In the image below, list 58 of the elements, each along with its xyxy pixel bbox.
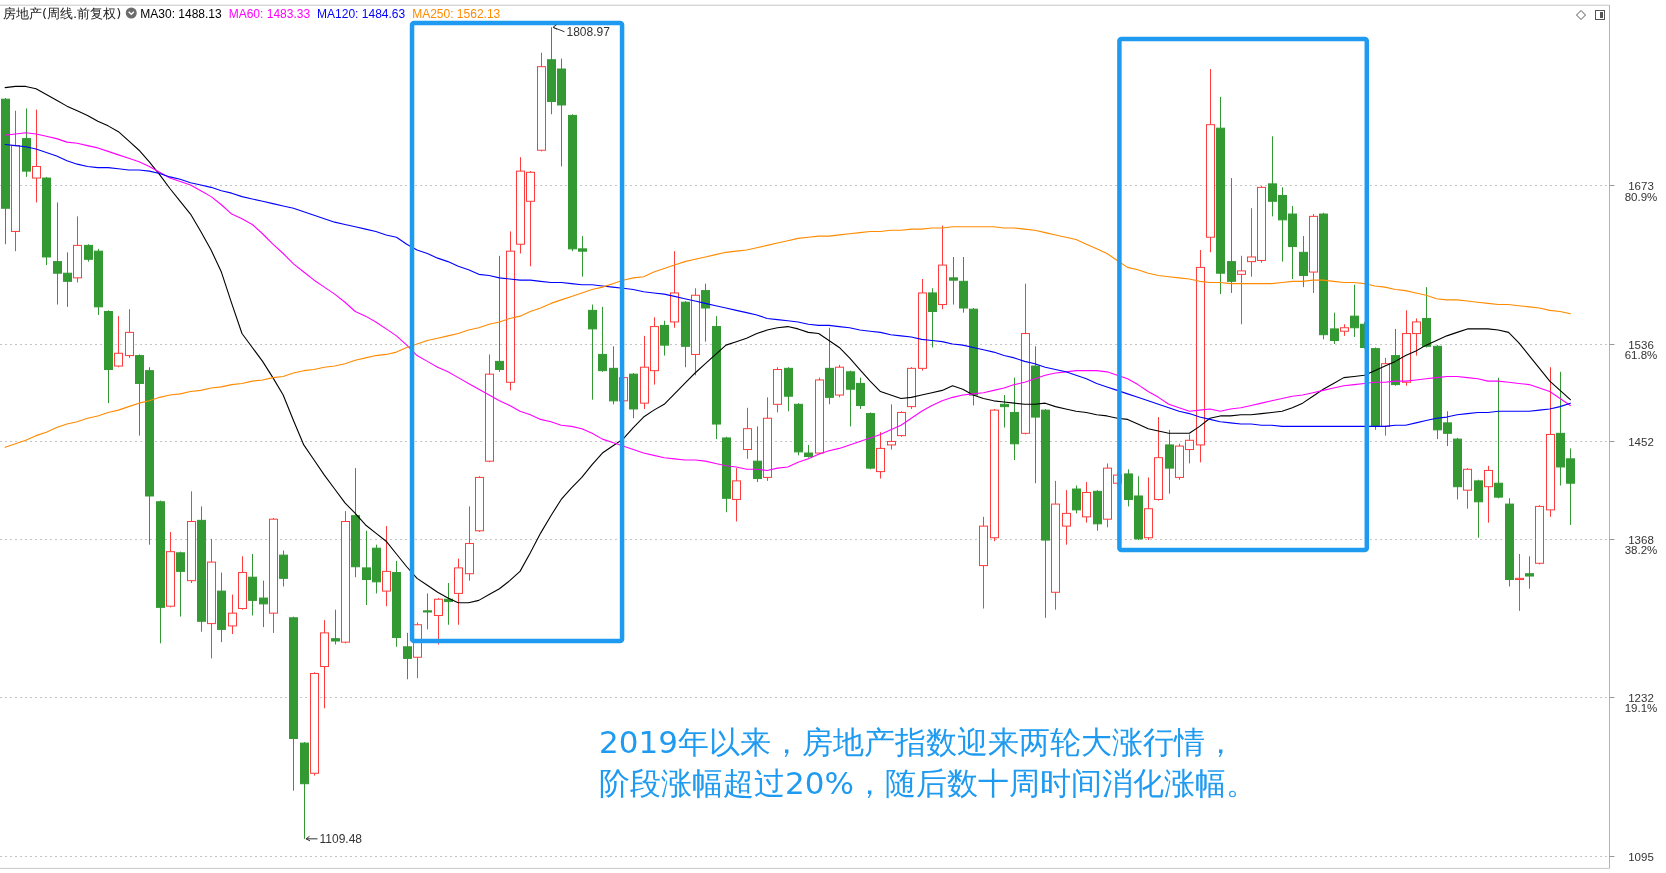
price-label: 1808.97 (552, 24, 610, 40)
annotation: 1109.48 (319, 831, 363, 846)
candlestick (588, 304, 597, 401)
y-tick-label: 1368 (1628, 533, 1654, 546)
candlestick (1072, 485, 1081, 514)
candlestick (1237, 255, 1246, 325)
candlestick (32, 109, 41, 203)
candlestick (660, 320, 669, 357)
candlestick (279, 550, 288, 587)
candlestick (1165, 429, 1174, 495)
candlestick (887, 403, 896, 451)
candlestick (1474, 479, 1483, 539)
candlestick (495, 255, 504, 373)
candlestick (1000, 394, 1009, 429)
candlestick (331, 609, 340, 645)
y2-tick-label: 38.2% (1624, 544, 1658, 557)
candlestick (928, 287, 937, 348)
note: 2019年以来，房地产指数迎来两轮大涨行情， (599, 724, 1236, 760)
candlestick (598, 306, 607, 373)
candlestick (701, 283, 710, 343)
candlestick (176, 551, 185, 618)
candlestick (382, 525, 391, 607)
candlestick (897, 410, 906, 438)
y-tick-label: 1452 (1628, 435, 1654, 448)
candlestick (403, 632, 412, 680)
y2-tick-label: 80.9% (1624, 190, 1658, 203)
candlestick (1299, 235, 1308, 288)
annotation: 1808.97 (566, 25, 611, 40)
y2-tick-label: 61.8% (1624, 348, 1658, 361)
title: 房地产(周线.前复权) (3, 5, 122, 21)
candlestick (1330, 312, 1339, 345)
candlestick (1463, 467, 1472, 510)
candlestick (1515, 553, 1524, 612)
candlestick (125, 308, 134, 359)
price-label: 1109.48 (305, 831, 362, 846)
note: 阶段涨幅超过20%，随后数十周时间消化涨幅。 (599, 765, 1257, 801)
candlestick (949, 256, 958, 306)
candlestick (1227, 177, 1236, 294)
y-tick-label: 1095 (1628, 850, 1654, 863)
legend: MA30: 1488.13 MA60: 1483.33 MA120: 1484.63 MA250: 1562.13 (140, 6, 501, 21)
y-tick-label: 1232 (1628, 691, 1654, 704)
candlestick (732, 467, 741, 522)
candlestick (259, 580, 268, 628)
candlestick (434, 597, 443, 645)
y2-tick-label: 19.1% (1624, 702, 1658, 715)
y-tick-label: 1536 (1628, 338, 1654, 351)
candlestick (248, 553, 257, 616)
candlestick (114, 315, 123, 368)
y-tick-label: 1673 (1628, 179, 1654, 192)
candlestick (876, 431, 885, 480)
candlestick (423, 592, 432, 630)
candlestick (1525, 555, 1534, 590)
candlestick (1062, 489, 1071, 546)
candlestick (753, 425, 762, 483)
candlestick (228, 594, 237, 635)
candlestick (1494, 377, 1503, 499)
candlestick (743, 407, 752, 460)
candlestick (1484, 465, 1493, 524)
